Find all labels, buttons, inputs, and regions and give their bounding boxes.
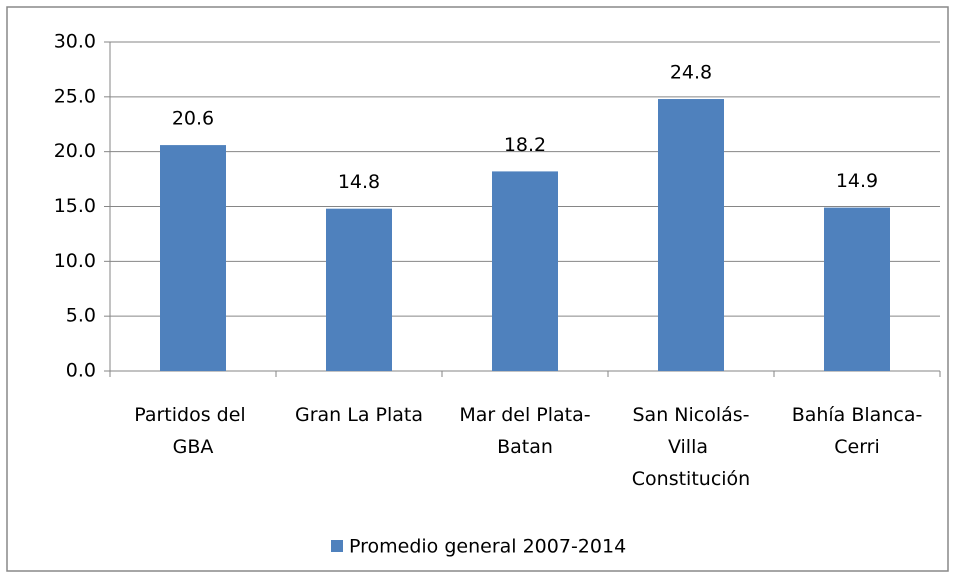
y-tick-label: 30.0 (54, 31, 96, 53)
bar (326, 208, 392, 371)
x-tick-label: Bahía Blanca-Cerri (792, 404, 923, 458)
chart-border (6, 6, 949, 572)
data-label: 14.8 (338, 171, 380, 193)
bar (658, 99, 724, 371)
x-tick-label: Mar del Plata-Batan (459, 404, 590, 458)
y-tick-label: 5.0 (66, 305, 96, 327)
data-label: 14.9 (836, 170, 878, 192)
y-tick-label: 10.0 (54, 250, 96, 272)
legend-swatch (331, 540, 343, 552)
y-tick-label: 15.0 (54, 195, 96, 217)
x-tick-label: Partidos del GBA (134, 404, 251, 458)
bar (160, 145, 226, 371)
data-label: 18.2 (504, 134, 546, 156)
bar (492, 171, 558, 371)
y-tick-label: 0.0 (66, 360, 96, 382)
y-tick-label: 25.0 (54, 85, 96, 107)
legend-label: Promedio general 2007-2014 (349, 536, 626, 558)
data-label: 24.8 (670, 62, 712, 84)
x-tick-label: Gran La Plata (295, 404, 423, 426)
x-tick-label: San Nicolás-Villa Constitución (632, 404, 750, 490)
bar (824, 207, 890, 371)
data-label: 20.6 (172, 108, 214, 130)
y-tick-label: 20.0 (54, 140, 96, 162)
